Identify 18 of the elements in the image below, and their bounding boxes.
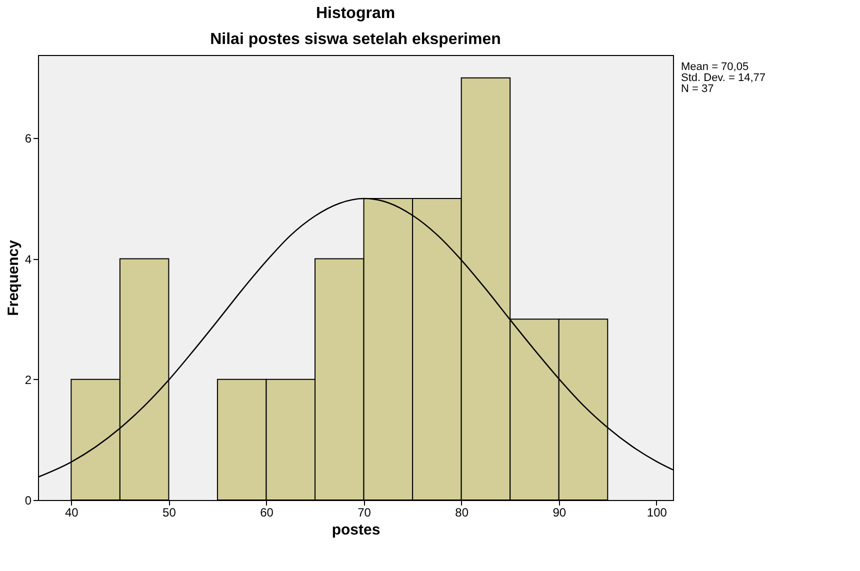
x-axis-title: postes bbox=[332, 522, 380, 538]
x-tick-label: 50 bbox=[162, 506, 176, 520]
y-tick-label: 6 bbox=[24, 132, 32, 146]
text: Mean = 70,05 bbox=[681, 61, 749, 73]
chart-subtitle: Nilai postes siswa setelah eksperimen bbox=[210, 31, 501, 48]
x-tick-label: 60 bbox=[260, 506, 274, 520]
text: Std. Dev. = 14,77 bbox=[681, 72, 766, 84]
y-tick-label: 2 bbox=[24, 372, 32, 387]
chart-title: Histogram bbox=[316, 5, 396, 22]
y-tick-label: 4 bbox=[24, 252, 32, 266]
y-tick-label: 0 bbox=[24, 494, 32, 508]
x-tick-label: 40 bbox=[64, 506, 79, 520]
x-tick-label: 100 bbox=[646, 506, 668, 520]
x-tick-label: 90 bbox=[552, 506, 566, 520]
text: N = 37 bbox=[681, 83, 714, 95]
y-axis-title: Frequency bbox=[4, 239, 22, 316]
x-tick-label: 80 bbox=[455, 506, 469, 520]
x-tick-label: 70 bbox=[358, 506, 372, 520]
